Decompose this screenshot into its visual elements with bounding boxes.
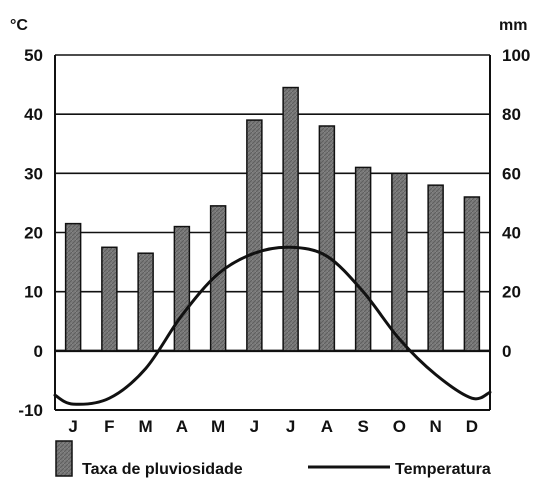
left-tick-label: -10 — [18, 401, 43, 420]
grid-lines — [55, 54, 490, 353]
right-axis-ticks: 100 80 60 40 20 0 — [502, 46, 530, 361]
rainfall-bar — [354, 166, 372, 352]
month-label: F — [104, 417, 114, 436]
left-axis-ticks: 50 40 30 20 10 0 -10 — [18, 46, 43, 420]
legend-rainfall-label: Taxa de pluviosidade — [82, 461, 243, 478]
right-tick-label: 80 — [502, 105, 521, 124]
right-tick-label: 20 — [502, 283, 521, 302]
right-tick-label: 100 — [502, 46, 530, 65]
rainfall-bar — [463, 196, 481, 352]
left-axis-unit-label: °C — [10, 17, 28, 34]
month-label: M — [211, 417, 225, 436]
month-label: N — [429, 417, 441, 436]
rainfall-bar — [173, 225, 191, 352]
month-label: J — [286, 417, 295, 436]
left-tick-label: 0 — [34, 342, 43, 361]
rainfall-bar — [64, 222, 82, 352]
right-tick-label: 40 — [502, 224, 521, 243]
rainfall-bar — [282, 86, 299, 352]
rainfall-bar — [391, 172, 408, 352]
month-label: D — [466, 417, 478, 436]
right-axis-unit-label: mm — [499, 17, 527, 34]
legend: Taxa de pluviosidade Temperatura — [55, 440, 491, 478]
month-label: S — [357, 417, 368, 436]
month-label: M — [139, 417, 153, 436]
rainfall-bar — [137, 252, 154, 352]
left-tick-label: 40 — [24, 105, 43, 124]
rainfall-bar — [246, 119, 263, 352]
rainfall-bars — [64, 86, 481, 352]
month-label: O — [393, 417, 406, 436]
right-tick-label: 0 — [502, 342, 511, 361]
month-label: J — [250, 417, 259, 436]
month-label: J — [68, 417, 77, 436]
right-tick-label: 60 — [502, 164, 521, 183]
rainfall-bar — [209, 205, 227, 352]
temperature-line — [53, 245, 492, 406]
left-tick-label: 20 — [24, 224, 43, 243]
rainfall-bar — [318, 125, 336, 352]
legend-temperature-label: Temperatura — [395, 461, 491, 478]
left-tick-label: 30 — [24, 164, 43, 183]
rainfall-bar — [101, 246, 118, 352]
legend-bar-swatch — [55, 440, 73, 477]
left-tick-label: 50 — [24, 46, 43, 65]
month-label: A — [321, 417, 333, 436]
left-tick-label: 10 — [24, 283, 43, 302]
month-label: A — [176, 417, 188, 436]
rainfall-bar — [427, 184, 444, 352]
